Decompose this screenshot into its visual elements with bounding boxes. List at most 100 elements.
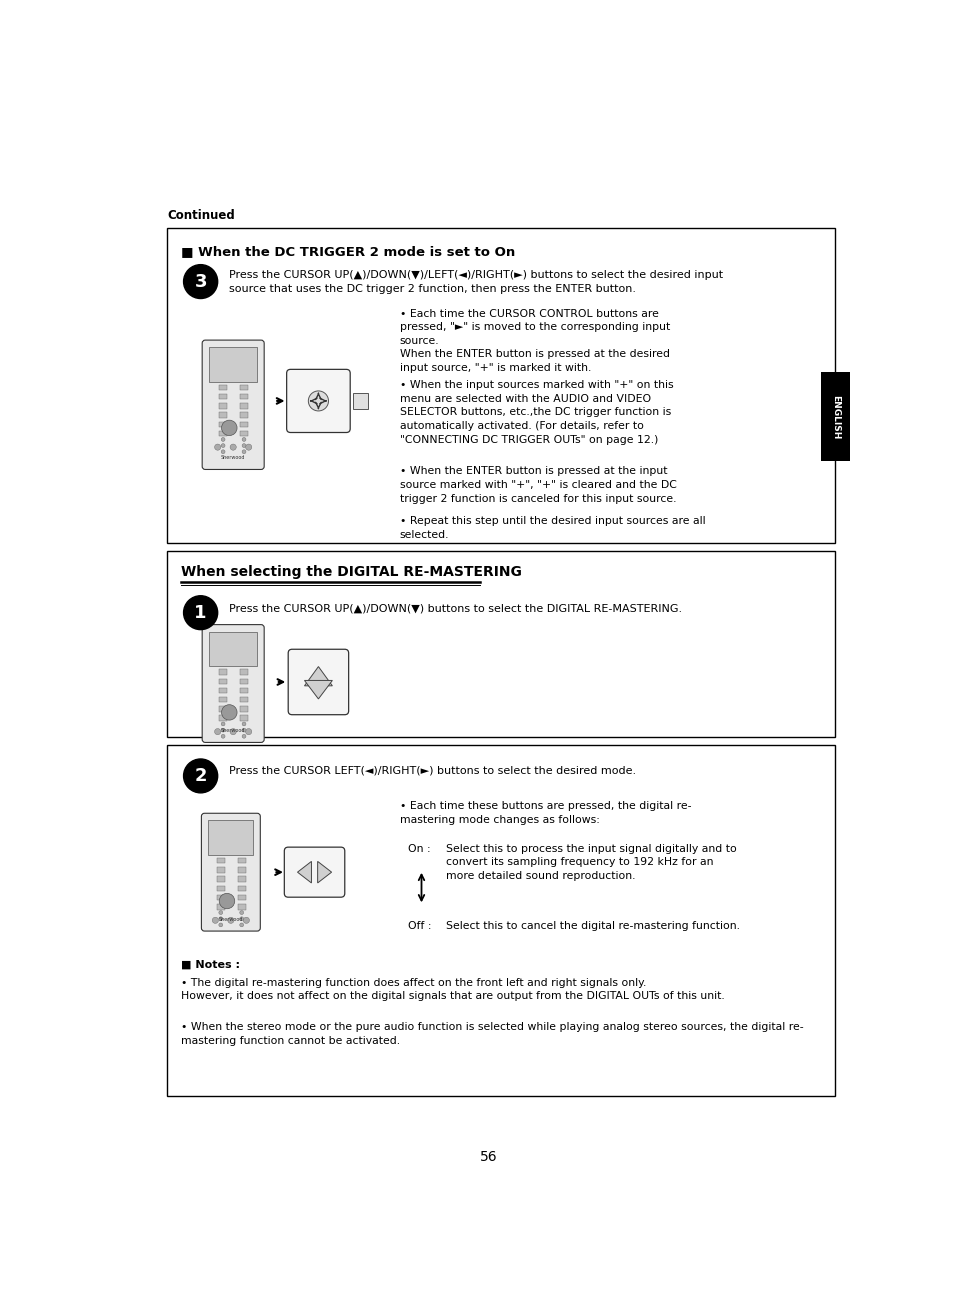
Circle shape: [245, 444, 252, 450]
Bar: [219, 404, 227, 409]
Circle shape: [221, 704, 236, 720]
Bar: [237, 877, 245, 882]
Bar: [219, 393, 227, 400]
Bar: [219, 413, 227, 418]
Polygon shape: [317, 861, 332, 884]
Bar: [216, 857, 224, 864]
Circle shape: [183, 264, 217, 298]
Bar: [219, 669, 227, 674]
FancyBboxPatch shape: [288, 650, 348, 715]
Text: • Each time the CURSOR CONTROL buttons are
pressed, "►" is moved to the correspo: • Each time the CURSOR CONTROL buttons a…: [399, 308, 669, 372]
Circle shape: [219, 894, 234, 908]
Text: • Each time these buttons are pressed, the digital re-
mastering mode changes as: • Each time these buttons are pressed, t…: [399, 801, 691, 825]
Text: 1: 1: [194, 604, 207, 622]
Text: Sherwood: Sherwood: [218, 916, 243, 921]
Circle shape: [218, 923, 222, 927]
Text: Sherwood: Sherwood: [221, 455, 245, 460]
FancyBboxPatch shape: [202, 625, 264, 742]
Circle shape: [214, 444, 220, 450]
Text: ■ When the DC TRIGGER 2 mode is set to On: ■ When the DC TRIGGER 2 mode is set to O…: [181, 244, 515, 257]
Circle shape: [242, 735, 246, 738]
Bar: [240, 687, 248, 693]
Bar: [167, 745, 835, 1097]
Bar: [219, 678, 227, 684]
Bar: [216, 877, 224, 882]
Bar: [216, 867, 224, 873]
Text: • When the stereo mode or the pure audio function is selected while playing anal: • When the stereo mode or the pure audio…: [181, 1022, 803, 1046]
Circle shape: [221, 443, 225, 447]
Circle shape: [212, 918, 218, 923]
FancyBboxPatch shape: [202, 340, 264, 469]
Circle shape: [221, 438, 225, 442]
Circle shape: [221, 450, 225, 454]
Bar: [237, 904, 245, 910]
Text: Press the CURSOR UP(▲)/DOWN(▼)/LEFT(◄)/RIGHT(►) buttons to select the desired in: Press the CURSOR UP(▲)/DOWN(▼)/LEFT(◄)/R…: [229, 271, 722, 294]
Text: On :: On :: [407, 844, 430, 853]
Circle shape: [239, 916, 243, 920]
Text: • When the ENTER button is pressed at the input
source marked with "+", "+" is c: • When the ENTER button is pressed at th…: [399, 467, 676, 503]
Bar: [167, 552, 835, 737]
Bar: [240, 669, 248, 674]
Bar: [240, 697, 248, 702]
Circle shape: [183, 759, 217, 793]
Bar: [353, 393, 368, 409]
Circle shape: [242, 443, 246, 447]
Circle shape: [214, 728, 220, 735]
Bar: [219, 422, 227, 427]
FancyBboxPatch shape: [284, 847, 344, 897]
Text: Press the CURSOR LEFT(◄)/RIGHT(►) buttons to select the desired mode.: Press the CURSOR LEFT(◄)/RIGHT(►) button…: [229, 765, 636, 775]
Bar: [208, 821, 253, 855]
Text: Select this to cancel the digital re-mastering function.: Select this to cancel the digital re-mas…: [446, 920, 740, 931]
Bar: [216, 886, 224, 891]
Circle shape: [221, 735, 225, 738]
Bar: [209, 631, 257, 667]
Text: 3: 3: [194, 273, 207, 290]
Bar: [216, 904, 224, 910]
Circle shape: [239, 923, 243, 927]
Circle shape: [239, 911, 243, 915]
Bar: [167, 227, 835, 544]
Text: 56: 56: [479, 1150, 497, 1165]
Circle shape: [245, 728, 252, 735]
Circle shape: [242, 728, 246, 732]
FancyBboxPatch shape: [201, 813, 260, 931]
Bar: [237, 895, 245, 901]
Bar: [219, 384, 227, 391]
Circle shape: [230, 444, 236, 450]
Bar: [219, 715, 227, 721]
Text: ■ Notes :: ■ Notes :: [181, 959, 240, 970]
Text: Sherwood: Sherwood: [221, 728, 245, 733]
Circle shape: [308, 391, 328, 410]
Text: • The digital re-mastering function does affect on the front left and right sign: • The digital re-mastering function does…: [181, 978, 724, 1001]
Polygon shape: [297, 861, 311, 884]
Bar: [240, 384, 248, 391]
Text: ENGLISH: ENGLISH: [830, 395, 839, 439]
Polygon shape: [304, 667, 332, 686]
Circle shape: [183, 596, 217, 630]
Circle shape: [242, 438, 246, 442]
Circle shape: [221, 420, 236, 435]
Circle shape: [242, 450, 246, 454]
Bar: [237, 886, 245, 891]
Circle shape: [230, 728, 236, 735]
Bar: [240, 715, 248, 721]
Bar: [219, 697, 227, 702]
Polygon shape: [304, 681, 332, 699]
Bar: [240, 422, 248, 427]
Text: • Repeat this step until the desired input sources are all
selected.: • Repeat this step until the desired inp…: [399, 516, 704, 540]
Circle shape: [218, 911, 222, 915]
Bar: [240, 404, 248, 409]
Bar: [240, 413, 248, 418]
Bar: [240, 678, 248, 684]
Text: Off :: Off :: [407, 920, 431, 931]
Bar: [219, 431, 227, 437]
Circle shape: [218, 916, 222, 920]
Text: Continued: Continued: [167, 209, 234, 222]
Bar: [240, 393, 248, 400]
Bar: [820, 372, 849, 461]
Bar: [237, 867, 245, 873]
Circle shape: [243, 918, 249, 923]
Text: When selecting the DIGITAL RE-MASTERING: When selecting the DIGITAL RE-MASTERING: [181, 565, 521, 579]
Circle shape: [221, 721, 225, 725]
Bar: [216, 895, 224, 901]
